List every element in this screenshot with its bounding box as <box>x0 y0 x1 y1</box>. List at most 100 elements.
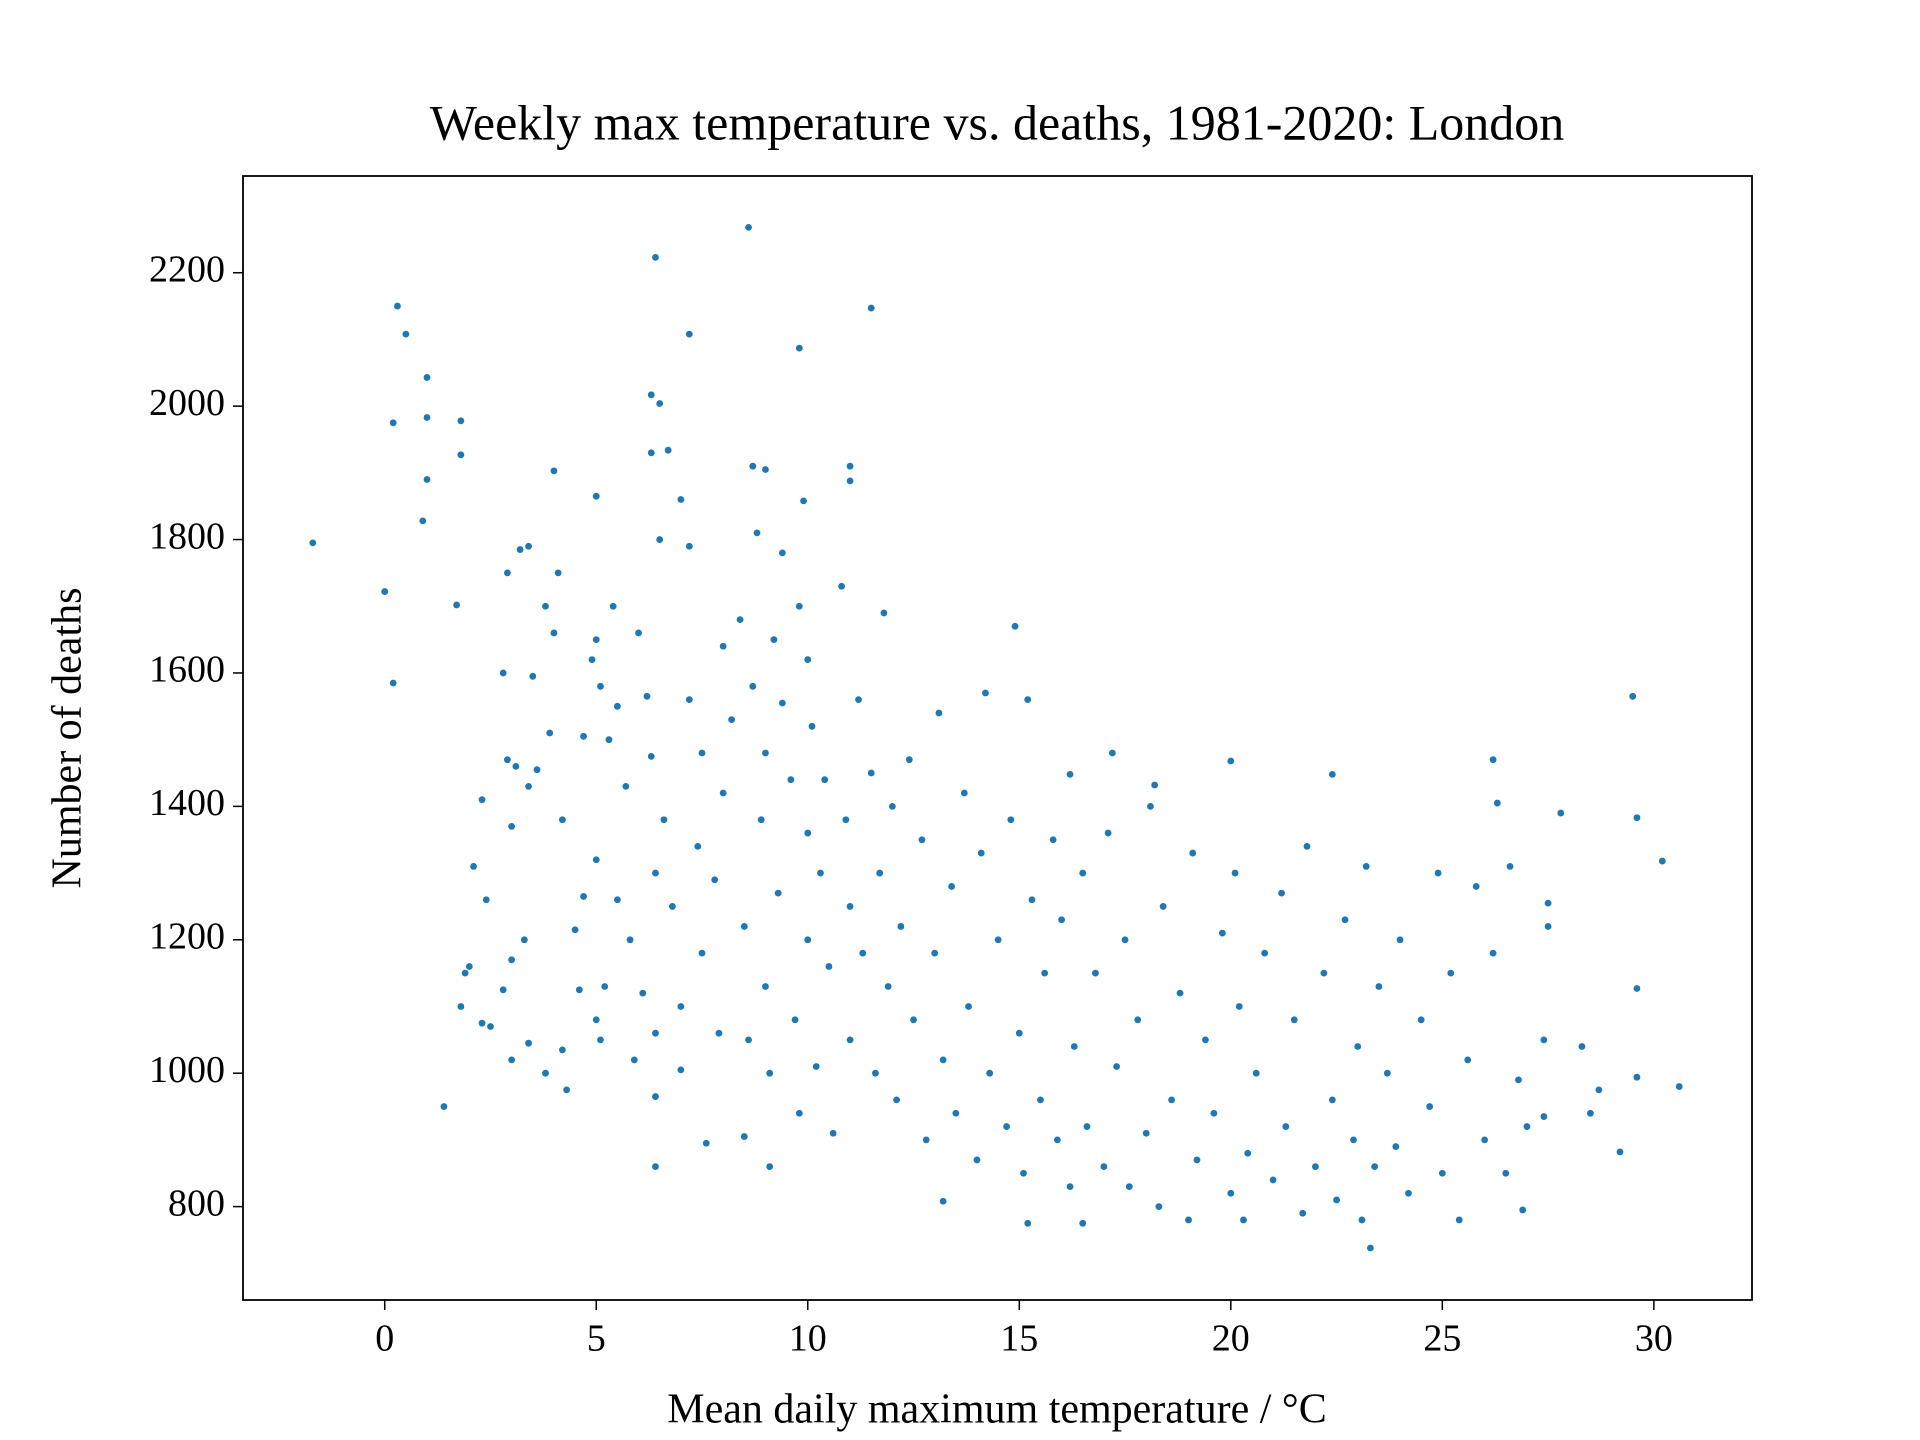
scatter-point <box>1506 863 1514 870</box>
scatter-point <box>770 636 778 644</box>
scatter-point <box>804 656 812 664</box>
scatter-point <box>1375 983 1383 990</box>
scatter-point <box>1240 1216 1247 1224</box>
scatter-point <box>774 889 782 897</box>
scatter-point <box>753 529 761 537</box>
scatter-point <box>1020 1169 1027 1177</box>
scatter-point <box>558 1046 566 1054</box>
scatter-point <box>1176 989 1184 997</box>
scatter-point <box>613 896 621 904</box>
scatter-point <box>1278 889 1285 897</box>
scatter-point <box>1155 1203 1163 1211</box>
scatter-point <box>880 609 888 617</box>
scatter-point <box>685 696 693 704</box>
scatter-point <box>762 466 769 473</box>
scatter-point <box>1121 936 1129 944</box>
scatter-point <box>668 903 676 910</box>
scatter-point <box>499 986 507 994</box>
scatter-point <box>597 1036 604 1044</box>
scatter-point <box>1616 1148 1624 1156</box>
scatter-point <box>1159 903 1167 910</box>
scatter-point <box>525 1039 532 1047</box>
scatter-point <box>1024 696 1032 704</box>
scatter-point <box>1544 899 1552 907</box>
scatter-point <box>897 923 905 930</box>
scatter-point <box>736 616 744 623</box>
scatter-point <box>1151 781 1159 789</box>
scatter-point <box>1515 1076 1522 1084</box>
scatter-point <box>1100 1163 1108 1170</box>
scatter-point <box>1633 1073 1641 1081</box>
scatter-point <box>1290 1016 1298 1024</box>
scatter-point <box>791 1016 799 1024</box>
scatter-point <box>1142 1129 1150 1137</box>
scatter-point <box>762 749 769 757</box>
scatter-point <box>685 542 693 550</box>
y-tick-label: 2000 <box>149 382 225 424</box>
scatter-point <box>525 542 532 550</box>
scatter-point <box>855 696 862 704</box>
scatter-point <box>550 467 558 475</box>
scatter-point <box>778 699 786 707</box>
scatter-point <box>795 344 803 352</box>
y-tick-label: 800 <box>168 1182 225 1224</box>
scatter-point <box>1350 1136 1357 1144</box>
scatter-point <box>613 702 621 710</box>
x-tick-label: 0 <box>375 1318 394 1360</box>
scatter-point <box>698 749 706 757</box>
scatter-point <box>1426 1103 1434 1110</box>
scatter-point <box>520 936 528 944</box>
scatter-point <box>745 1036 752 1044</box>
scatter-point <box>825 963 833 970</box>
scatter-point <box>846 903 854 910</box>
scatter-point <box>309 539 317 547</box>
y-tick-label: 1200 <box>149 916 225 958</box>
scatter-point <box>817 869 824 877</box>
scatter-point <box>1489 949 1497 957</box>
scatter-point <box>1328 1096 1336 1104</box>
scatter-point <box>1675 1083 1683 1090</box>
scatter-point <box>939 1056 947 1064</box>
scatter-point <box>1193 1156 1201 1164</box>
scatter-point <box>1269 1176 1277 1184</box>
scatter-point <box>643 692 651 700</box>
scatter-point <box>982 689 989 697</box>
scatter-point <box>423 476 431 483</box>
scatter-point <box>1244 1149 1252 1157</box>
scatter-point <box>1049 836 1057 844</box>
scatter-point <box>1227 757 1235 765</box>
scatter-point <box>766 1163 774 1170</box>
scatter-point <box>808 722 816 730</box>
scatter-point <box>931 949 939 957</box>
scatter-point <box>719 642 727 650</box>
scatter-point <box>660 816 668 824</box>
scatter-point <box>1502 1169 1510 1177</box>
scatter-point <box>1362 863 1370 870</box>
scatter-point <box>423 374 431 381</box>
scatter-point <box>740 923 748 930</box>
scatter-point <box>1189 849 1197 857</box>
scatter-point <box>1202 1036 1209 1044</box>
scatter-point <box>457 417 465 425</box>
scatter-point <box>1218 929 1226 937</box>
y-tick-label: 1000 <box>149 1049 225 1091</box>
scatter-point <box>1041 969 1049 977</box>
scatter-point <box>745 223 752 231</box>
y-tick-label: 1800 <box>149 515 225 557</box>
scatter-point <box>677 1066 685 1074</box>
scatter-point <box>389 679 397 687</box>
scatter-point <box>762 983 769 990</box>
scatter-point <box>888 802 896 810</box>
scatter-point <box>1024 1219 1032 1227</box>
scatter-point <box>1328 770 1336 778</box>
scatter-point <box>1544 923 1552 930</box>
scatter-point <box>1472 883 1480 890</box>
scatter-point <box>1540 1036 1548 1044</box>
x-axis-label: Mean daily maximum temperature / °C <box>667 1387 1326 1433</box>
scatter-point <box>893 1096 901 1104</box>
scatter-point <box>626 936 634 944</box>
scatter-point <box>478 796 486 804</box>
scatter-point <box>508 822 516 830</box>
scatter-point <box>1434 869 1442 877</box>
scatter-point <box>558 816 566 824</box>
